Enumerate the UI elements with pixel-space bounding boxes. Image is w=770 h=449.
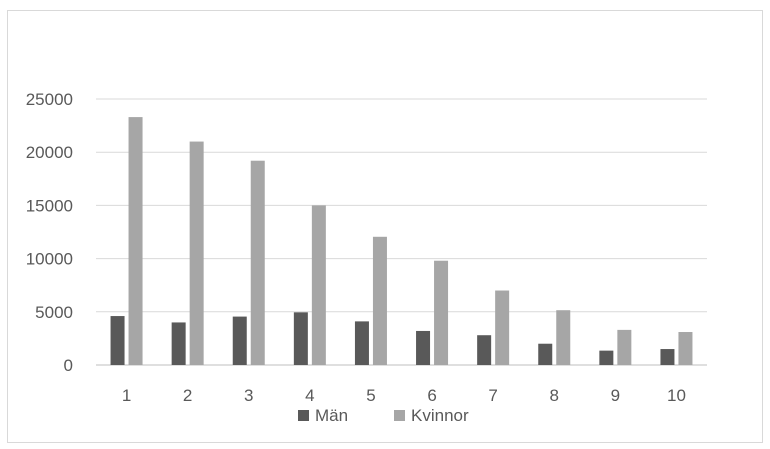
- y-tick-label: 10000: [26, 250, 73, 269]
- bar-kvinnor-1: [128, 117, 143, 365]
- y-tick-label: 25000: [26, 90, 73, 109]
- legend: Män Kvinnor: [298, 406, 469, 425]
- bar-kvinnor-7: [495, 290, 510, 365]
- bar-man-7: [477, 335, 492, 365]
- bar-man-9: [599, 350, 614, 365]
- bar-kvinnor-2: [189, 141, 204, 365]
- legend-swatch-kvinnor: [394, 410, 405, 421]
- bar-man-3: [232, 316, 247, 365]
- bar-man-6: [416, 330, 431, 365]
- x-tick-label: 9: [611, 386, 620, 405]
- x-tick-label: 4: [305, 386, 314, 405]
- x-tick-label: 6: [427, 386, 436, 405]
- x-axis-tick-labels: 1 2 3 4 5 6 7 8 9 10: [122, 386, 686, 405]
- x-tick-label: 1: [122, 386, 131, 405]
- bar-kvinnor-9: [617, 329, 632, 365]
- bar-kvinnor-6: [434, 260, 449, 365]
- bar-man-10: [660, 349, 675, 365]
- gridlines: [96, 98, 707, 366]
- bar-kvinnor-3: [250, 160, 265, 365]
- bar-man-4: [293, 312, 308, 365]
- bar-kvinnor-4: [311, 205, 326, 365]
- y-tick-label: 15000: [26, 196, 73, 215]
- legend-label-man: Män: [315, 406, 348, 425]
- y-tick-label: 5000: [35, 303, 73, 322]
- x-tick-label: 5: [366, 386, 375, 405]
- y-tick-label: 20000: [26, 143, 73, 162]
- bar-man-1: [110, 316, 125, 365]
- bars: [110, 117, 693, 365]
- y-axis-tick-labels: 0 5000 10000 15000 20000 25000: [26, 90, 73, 375]
- bar-man-8: [538, 343, 553, 365]
- bar-kvinnor-5: [372, 236, 387, 365]
- legend-label-kvinnor: Kvinnor: [411, 406, 469, 425]
- bar-man-2: [171, 322, 186, 365]
- x-tick-label: 7: [488, 386, 497, 405]
- legend-swatch-man: [298, 410, 309, 421]
- x-tick-label: 10: [667, 386, 686, 405]
- y-tick-label: 0: [64, 356, 73, 375]
- bar-kvinnor-10: [678, 332, 693, 365]
- x-tick-label: 2: [183, 386, 192, 405]
- bar-man-5: [354, 321, 369, 365]
- x-tick-label: 8: [550, 386, 559, 405]
- x-tick-label: 3: [244, 386, 253, 405]
- bar-kvinnor-8: [556, 310, 571, 365]
